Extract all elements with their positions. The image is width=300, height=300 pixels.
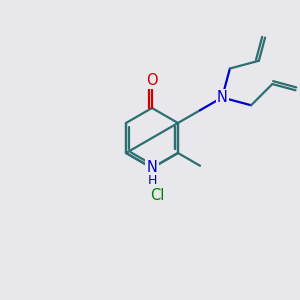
Text: Cl: Cl [150, 188, 165, 203]
Text: O: O [146, 73, 158, 88]
Text: N: N [146, 160, 158, 175]
Text: N: N [217, 90, 228, 105]
Text: H: H [147, 174, 157, 187]
